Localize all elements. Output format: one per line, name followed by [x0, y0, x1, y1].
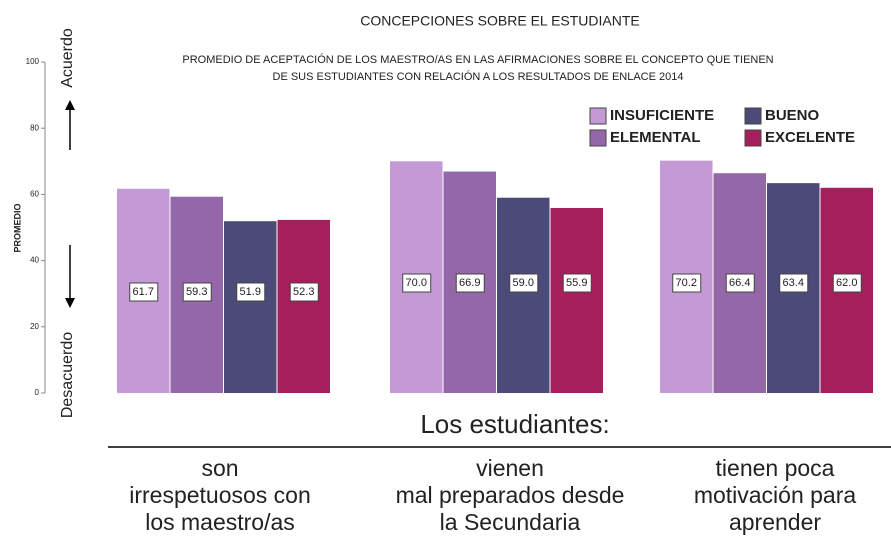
legend-swatch	[744, 129, 762, 147]
arrow-head	[65, 100, 75, 110]
data-label: 66.9	[459, 277, 480, 289]
label-box	[562, 273, 592, 293]
data-label: 62.0	[836, 277, 857, 289]
arrow-head	[65, 298, 75, 308]
bar	[550, 207, 603, 393]
subtitle: PROMEDIO DE ACEPTACIÓN DE LOS MAESTRO/AS…	[182, 53, 773, 66]
x-axis-label: Los estudiantes:	[420, 409, 609, 439]
y-tick-label: 100	[26, 57, 40, 66]
x-tick-label: los maestro/as	[145, 509, 295, 535]
label-box	[672, 273, 702, 293]
bar	[224, 221, 277, 393]
legend-label: INSUFICIENTE	[610, 107, 714, 124]
data-label: 52.3	[293, 286, 314, 298]
legend-swatch	[589, 107, 607, 125]
label-box	[129, 282, 159, 302]
label-box	[236, 282, 266, 302]
data-label: 63.4	[783, 277, 804, 289]
x-tick-label: son	[201, 455, 238, 481]
data-label: 70.2	[676, 277, 697, 289]
y-tick-label: 40	[30, 256, 39, 265]
bar	[277, 219, 330, 393]
x-tick-label: tienen poca	[716, 455, 835, 481]
data-label: 51.9	[240, 286, 261, 298]
label-box	[402, 273, 432, 293]
y-axis-label: PROMEDIO	[12, 203, 22, 252]
legend-label: ELEMENTAL	[610, 129, 701, 146]
data-label: 59.3	[186, 286, 207, 298]
label-box	[455, 273, 485, 293]
x-tick-label: aprender	[729, 509, 821, 535]
label-box	[182, 282, 212, 302]
bar	[497, 197, 550, 393]
label-box	[779, 273, 809, 293]
label-box	[832, 273, 862, 293]
y-tick-label: 0	[35, 388, 40, 397]
label-box	[289, 282, 319, 302]
legend-label: EXCELENTE	[765, 129, 855, 146]
x-tick-label: mal preparados desde	[396, 482, 625, 508]
x-tick-label: irrespetuosos con	[129, 482, 311, 508]
data-label: 70.0	[406, 277, 427, 289]
x-tick-label: motivación para	[694, 482, 857, 508]
label-box	[509, 273, 539, 293]
x-tick-label: vienen	[476, 455, 544, 481]
chart-title: CONCEPCIONES SOBRE EL ESTUDIANTE	[360, 13, 640, 29]
data-label: 59.0	[513, 277, 534, 289]
data-label: 61.7	[133, 286, 154, 298]
y-tick-label: 20	[30, 322, 39, 331]
x-tick-label: la Secundaria	[440, 509, 581, 535]
legend-swatch	[589, 129, 607, 147]
legend-label: BUENO	[765, 107, 820, 124]
legend-swatch	[744, 107, 762, 125]
y-tick-label: 80	[30, 123, 39, 132]
annotation: Desacuerdo	[59, 332, 76, 418]
data-label: 66.4	[729, 277, 750, 289]
annotation: Acuerdo	[59, 28, 76, 88]
y-tick-label: 60	[30, 190, 39, 199]
label-box	[725, 273, 755, 293]
subtitle: DE SUS ESTUDIANTES CON RELACIÓN A LOS RE…	[273, 70, 684, 83]
data-label: 55.9	[566, 277, 587, 289]
